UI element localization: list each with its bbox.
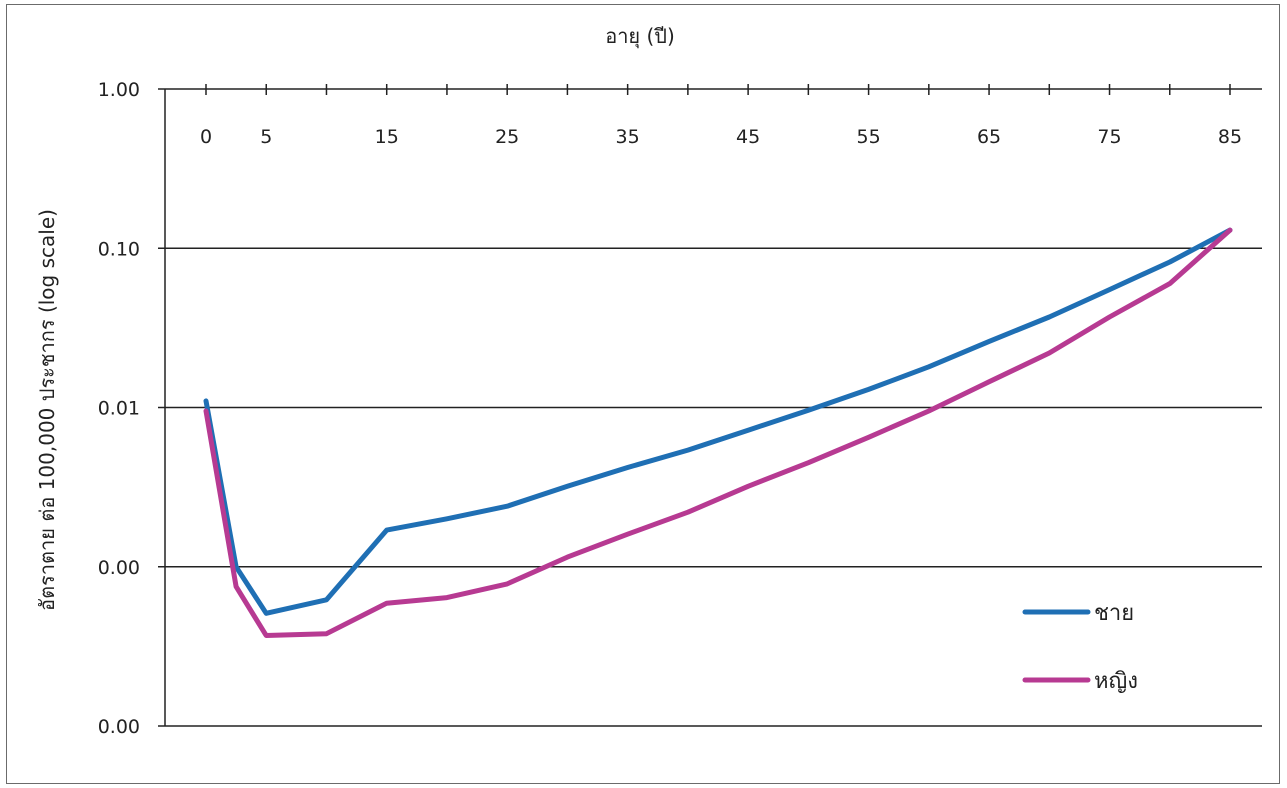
y-axis-title: อัตราตาย ต่อ 100,000 ประชากร (log scale) bbox=[35, 209, 59, 611]
series-line bbox=[203, 227, 1233, 616]
legend-label: ชาย bbox=[1094, 601, 1134, 626]
x-tick-label: 0 bbox=[200, 126, 212, 148]
y-tick-label: 0.10 bbox=[98, 238, 140, 260]
x-tick-label: 25 bbox=[495, 126, 519, 148]
chart-frame bbox=[6, 4, 1280, 784]
axis-layer: 1.00 0.10 0.01 0.00 0.00 0 5 15 25 35 45 55 65 75 85 bbox=[98, 79, 1242, 738]
legend-label: หญิง bbox=[1094, 669, 1138, 694]
x-tick-label: 55 bbox=[856, 126, 880, 148]
x-tick-label: 35 bbox=[616, 126, 640, 148]
series-line bbox=[203, 227, 1233, 638]
x-tick-label: 75 bbox=[1097, 126, 1121, 148]
x-axis-title: อายุ (ปี) bbox=[605, 24, 675, 49]
x-tick-label: 65 bbox=[977, 126, 1001, 148]
x-tick-label: 5 bbox=[260, 126, 272, 148]
x-tick-label: 85 bbox=[1218, 126, 1242, 148]
x-tick-label: 45 bbox=[736, 126, 760, 148]
series-layer bbox=[203, 227, 1233, 638]
y-tick-label: 0.00 bbox=[98, 716, 140, 738]
y-tick-label: 1.00 bbox=[98, 79, 140, 101]
y-tick-label: 0.00 bbox=[98, 557, 140, 579]
y-tick-label: 0.01 bbox=[98, 398, 140, 420]
grid-layer bbox=[165, 88, 1262, 727]
x-tick-label: 15 bbox=[375, 126, 399, 148]
